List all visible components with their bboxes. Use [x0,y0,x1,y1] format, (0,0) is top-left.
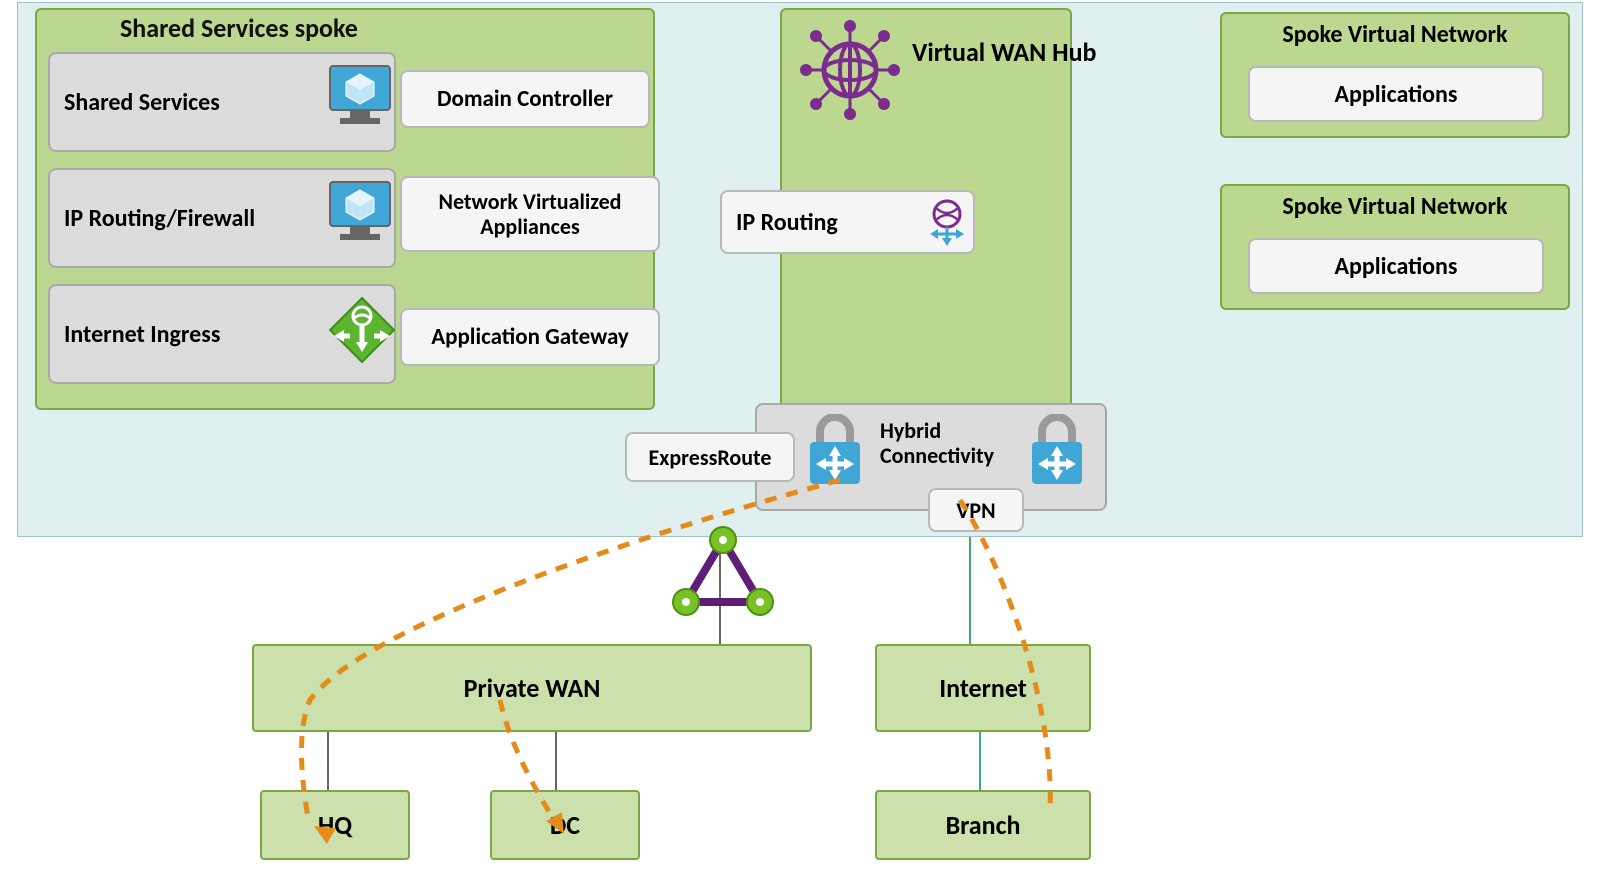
shared-services-spoke-title: Shared Services spoke [120,12,358,44]
dc-box: DC [490,790,640,860]
vm-icon [324,60,396,132]
spoke-vnet-2-apps: Applications [1248,238,1544,294]
internet-label: Internet [939,672,1027,704]
ip-routing-label: IP Routing [736,208,838,237]
vpn-label: VPN [956,497,995,524]
internet-box: Internet [875,644,1091,732]
app-gateway-pill: Application Gateway [400,308,660,366]
expressroute-icon [668,524,778,620]
hybrid-connectivity-label: Hybrid Connectivity [880,418,1010,469]
nva-pill: Network Virtualized Appliances [400,176,660,252]
spoke-vnet-1-apps-label: Applications [1334,80,1457,109]
vpn-gateway-icon [1020,414,1094,498]
vwan-globe-icon [800,20,900,120]
expressroute-label: ExpressRoute [649,444,772,471]
app-gateway-label: Application Gateway [431,323,629,351]
private-wan-label: Private WAN [464,672,601,704]
branch-box: Branch [875,790,1091,860]
virtual-wan-hub-title: Virtual WAN Hub [912,36,1096,68]
dc-label: DC [550,809,580,841]
domain-controller-label: Domain Controller [437,85,613,113]
ip-routing-firewall-label: IP Routing/Firewall [64,204,255,233]
expressroute-pill: ExpressRoute [625,432,795,482]
spoke-vnet-2-title: Spoke Virtual Network [1282,192,1507,221]
vpn-gateway-icon [798,414,872,498]
shared-services-label: Shared Services [64,88,220,117]
branch-label: Branch [946,809,1021,841]
app-gateway-icon [324,292,400,368]
vpn-pill: VPN [928,488,1024,532]
domain-controller-pill: Domain Controller [400,70,650,128]
vm-icon [324,176,396,248]
private-wan-box: Private WAN [252,644,812,732]
hq-label: HQ [318,809,352,841]
spoke-vnet-1-title: Spoke Virtual Network [1282,20,1507,49]
routing-icon [920,194,974,248]
hq-box: HQ [260,790,410,860]
spoke-vnet-1-apps: Applications [1248,66,1544,122]
nva-label: Network Virtualized Appliances [414,189,646,240]
spoke-vnet-2-apps-label: Applications [1334,252,1457,281]
internet-ingress-label: Internet Ingress [64,320,220,349]
